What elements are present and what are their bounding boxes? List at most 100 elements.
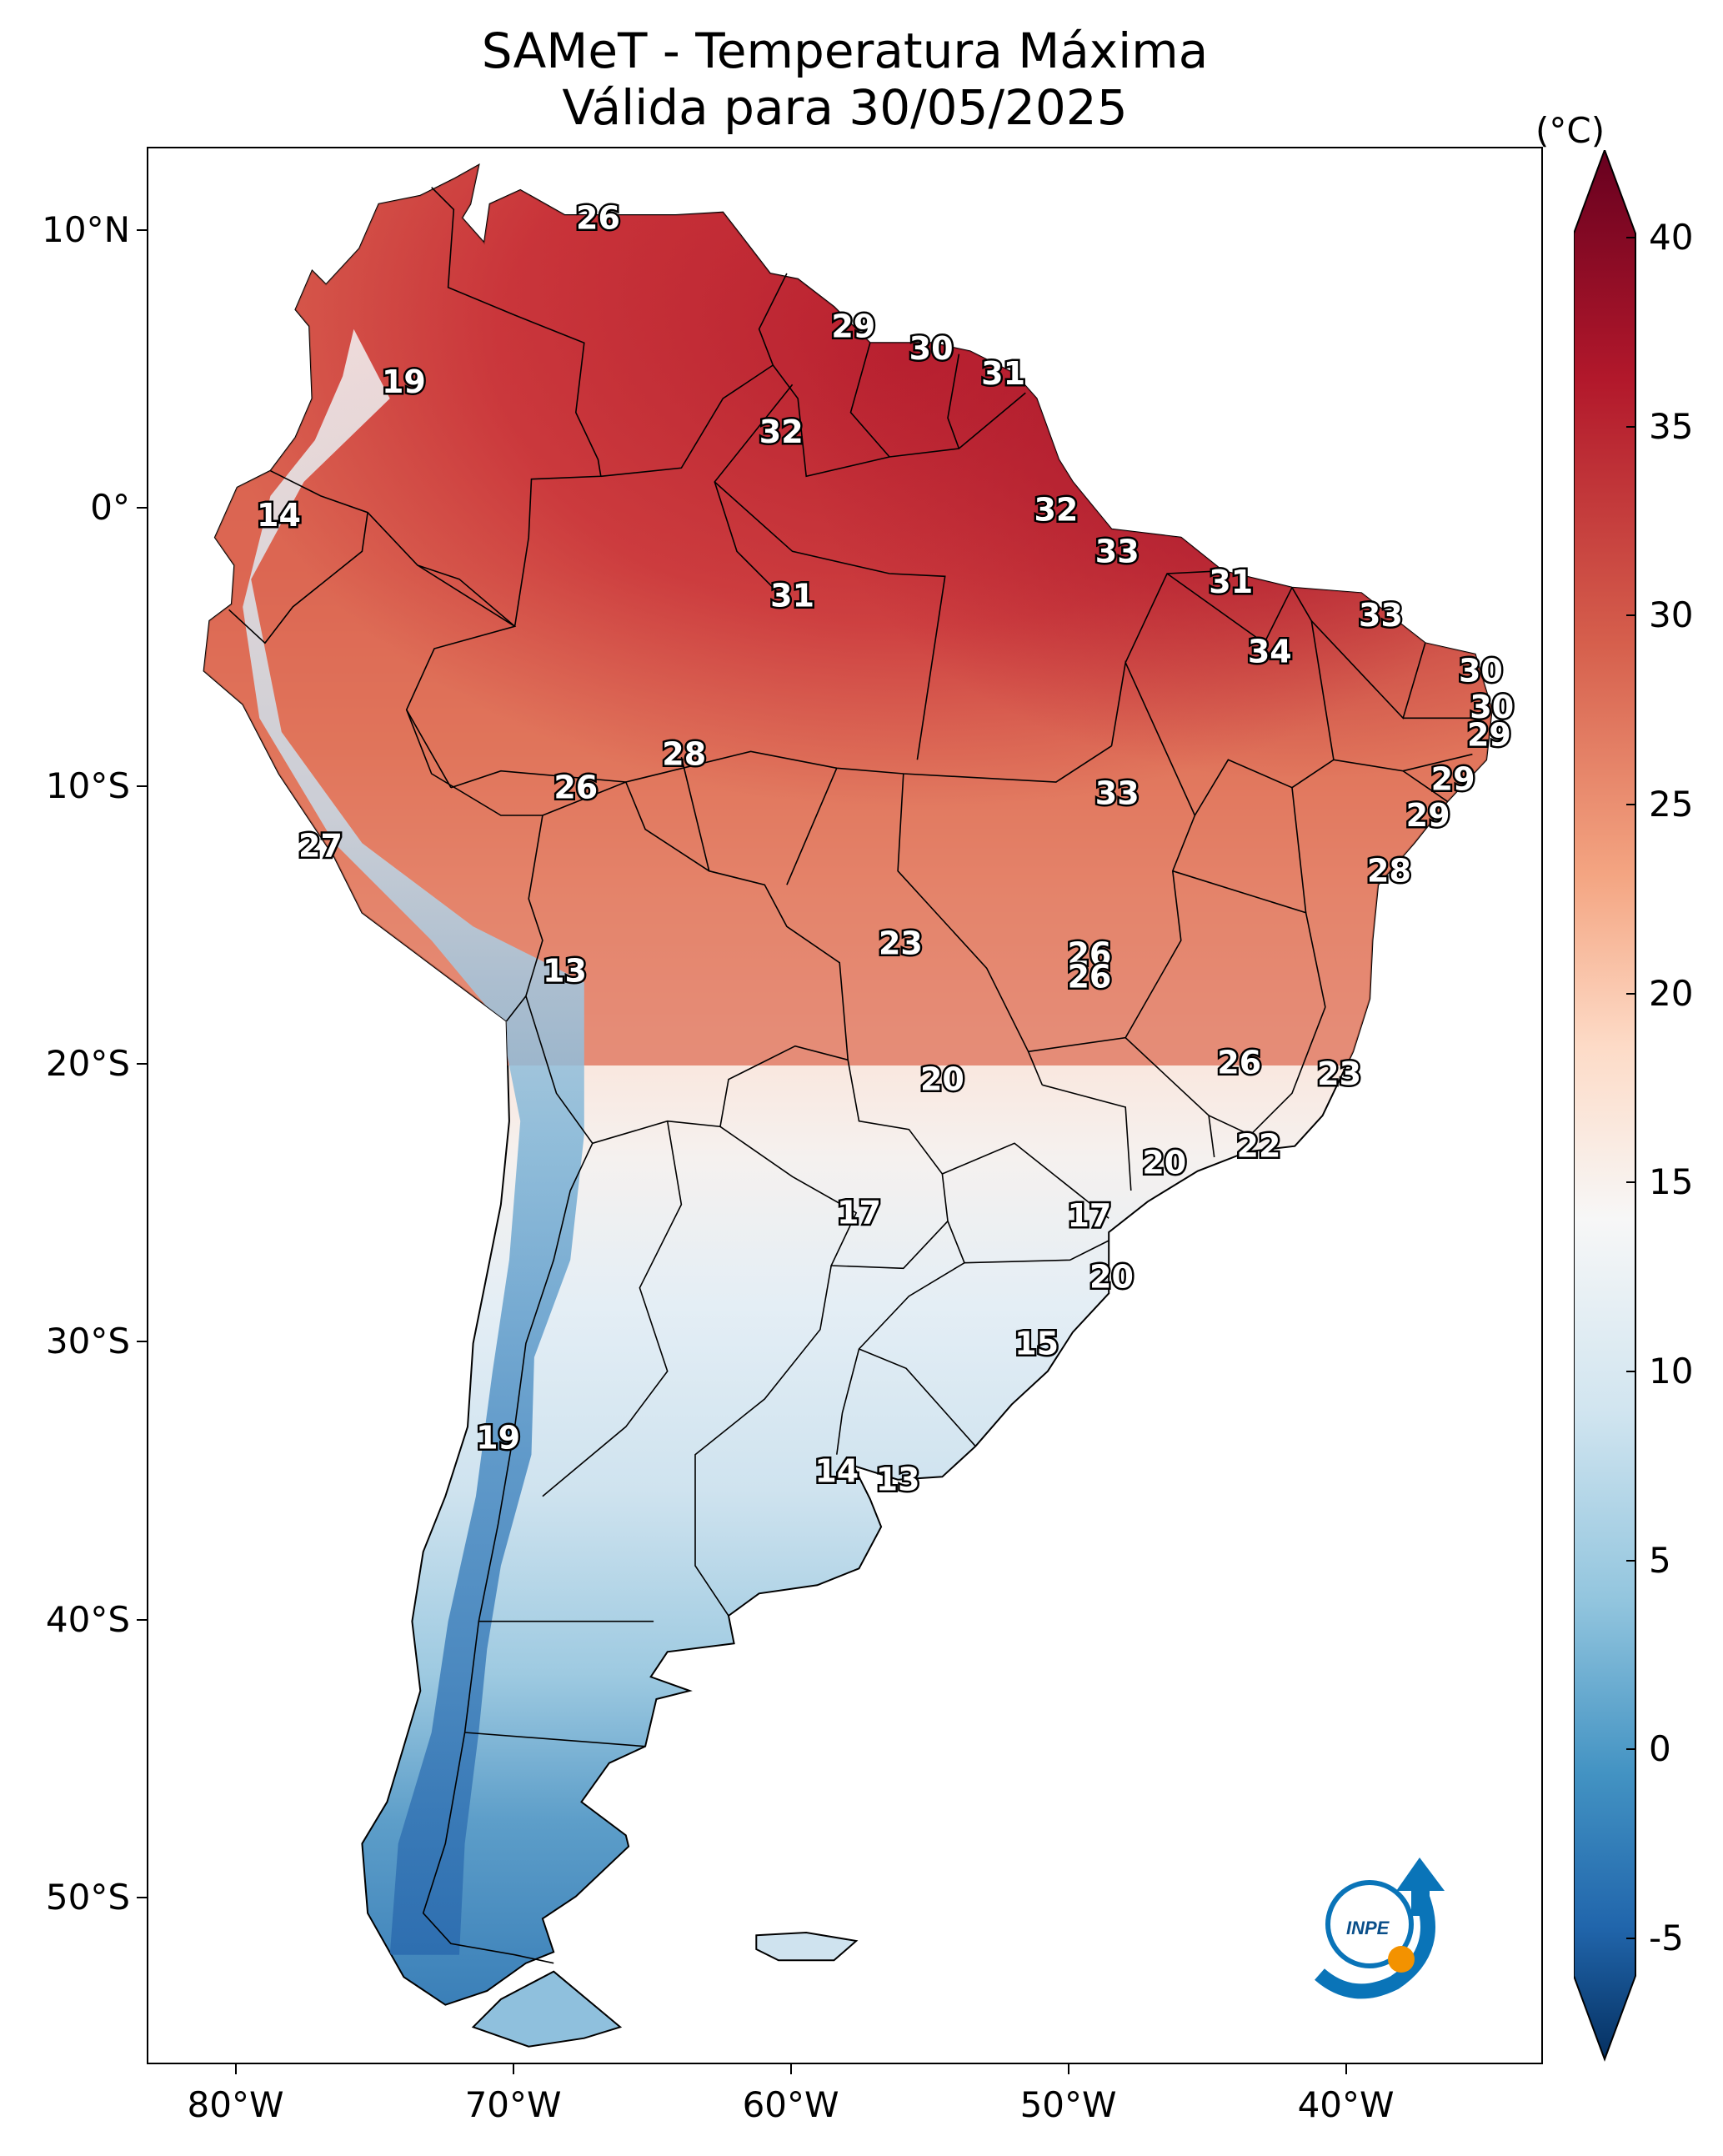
station-label: 30	[909, 330, 954, 367]
border-line	[947, 353, 960, 449]
station-label: 28	[662, 736, 706, 773]
border-line	[1124, 1006, 1326, 1136]
longitude-tick	[789, 2064, 792, 2074]
latitude-label: 30°S	[45, 1321, 130, 1362]
logo-ring-icon	[1325, 1880, 1414, 1968]
colorbar-body	[1574, 150, 1636, 2062]
longitude-tick	[512, 2064, 514, 2074]
station-label: 34	[1248, 633, 1292, 669]
station-label: 31	[770, 578, 814, 614]
border-line	[464, 1732, 646, 1747]
station-label: 14	[257, 497, 301, 534]
colorbar-tick-label: 15	[1649, 1161, 1694, 1203]
latitude-tick	[137, 229, 147, 231]
colorbar-tick	[1626, 425, 1635, 428]
border-line	[1208, 1115, 1215, 1158]
colorbar-tick	[1626, 1748, 1635, 1751]
border-line	[719, 1060, 949, 1270]
border-line	[1194, 759, 1293, 816]
border-line	[1403, 753, 1473, 772]
logo-arrow-icon	[1396, 1858, 1445, 1916]
border-line	[367, 512, 543, 1022]
colorbar-tick-label: 40	[1649, 217, 1694, 258]
station-label: 30	[1459, 653, 1503, 689]
border-line	[228, 469, 368, 644]
border-line	[786, 767, 838, 885]
longitude-label: 40°W	[1297, 2084, 1395, 2125]
colorbar-tick-label: 5	[1649, 1539, 1671, 1581]
border-line	[542, 1121, 683, 1497]
latitude-label: 20°S	[45, 1043, 130, 1084]
station-label: 29	[1406, 797, 1450, 834]
station-label: 20	[1142, 1145, 1186, 1181]
logo-arc-icon	[1315, 1888, 1435, 1999]
station-label: 23	[879, 925, 923, 961]
colorbar-unit: (°C)	[1535, 110, 1605, 151]
logo-text: INPE	[1346, 1918, 1390, 1938]
station-label: 28	[1367, 853, 1411, 890]
station-label: 17	[1067, 1197, 1111, 1234]
border-line	[859, 1348, 976, 1447]
station-label: 29	[1431, 761, 1475, 798]
station-label: 20	[920, 1061, 964, 1098]
map-panel: 26 29 30 31 19 32 32 14 33 31 31 33 34 30 30 29 28 26 33 29…	[147, 147, 1543, 2064]
latitude-tick	[137, 507, 147, 509]
colorbar-tick-label: 30	[1649, 594, 1694, 636]
colorbar-tick	[1626, 237, 1635, 238]
longitude-tick	[234, 2064, 237, 2074]
station-label: 23	[1317, 1055, 1361, 1092]
border-line	[450, 770, 626, 789]
border-line	[1166, 573, 1293, 644]
map-title-line1: SAMeT - Temperatura Máxima	[481, 23, 1209, 79]
colorbar-tick	[1626, 1371, 1635, 1372]
border-line	[1042, 1084, 1132, 1191]
station-label: 26	[1217, 1045, 1261, 1081]
colorbar-tick	[1626, 1181, 1635, 1184]
station-label: 26	[1067, 936, 1111, 973]
border-line	[694, 1265, 832, 1617]
border-line	[849, 343, 890, 458]
border-line	[714, 384, 794, 594]
station-label: 33	[1095, 775, 1139, 811]
colorbar-tick-label: 0	[1649, 1728, 1671, 1770]
station-label: 31	[1209, 564, 1253, 600]
station-label: 14	[814, 1453, 859, 1490]
border-line	[431, 187, 602, 627]
border-line	[942, 1142, 1109, 1219]
station-label: 20	[1089, 1258, 1134, 1295]
latitude-tick	[137, 1341, 147, 1343]
colorbar-tick-label: 35	[1649, 405, 1694, 447]
station-label: 19	[382, 364, 426, 400]
border-line	[772, 364, 1026, 478]
colorbar-tick-label: 25	[1649, 784, 1694, 825]
latitude-tick	[137, 785, 147, 787]
station-label: 17	[837, 1195, 881, 1231]
map-title-line2: Válida para 30/05/2025	[562, 79, 1128, 136]
border-line	[964, 1240, 1109, 1264]
longitude-label: 50°W	[1019, 2084, 1117, 2125]
station-label: 19	[476, 1420, 520, 1457]
longitude-label: 80°W	[187, 2084, 284, 2125]
station-label: 30	[1470, 689, 1514, 725]
colorbar-tick-label: -5	[1649, 1918, 1684, 1958]
station-label: 29	[1467, 716, 1511, 753]
border-line	[406, 709, 452, 789]
station-label: 26	[1067, 958, 1111, 995]
colorbar-tick-label: 20	[1649, 972, 1694, 1014]
colorbar-tick	[1626, 992, 1635, 995]
country-borders	[228, 187, 1473, 1964]
colorbar-tick	[1626, 1559, 1635, 1562]
logo-dot-icon	[1388, 1946, 1415, 1973]
latitude-label: 0°	[90, 487, 130, 529]
station-label: 26	[576, 199, 620, 236]
station-label: 32	[759, 414, 804, 450]
colorbar	[1574, 150, 1636, 2062]
inpe-logo: INPE	[1315, 1858, 1445, 1999]
longitude-tick	[1345, 2064, 1347, 2074]
latitude-tick	[137, 1897, 147, 1898]
latitude-label: 10°S	[45, 765, 130, 806]
station-label: 13	[543, 953, 587, 990]
longitude-tick	[1067, 2064, 1069, 2074]
